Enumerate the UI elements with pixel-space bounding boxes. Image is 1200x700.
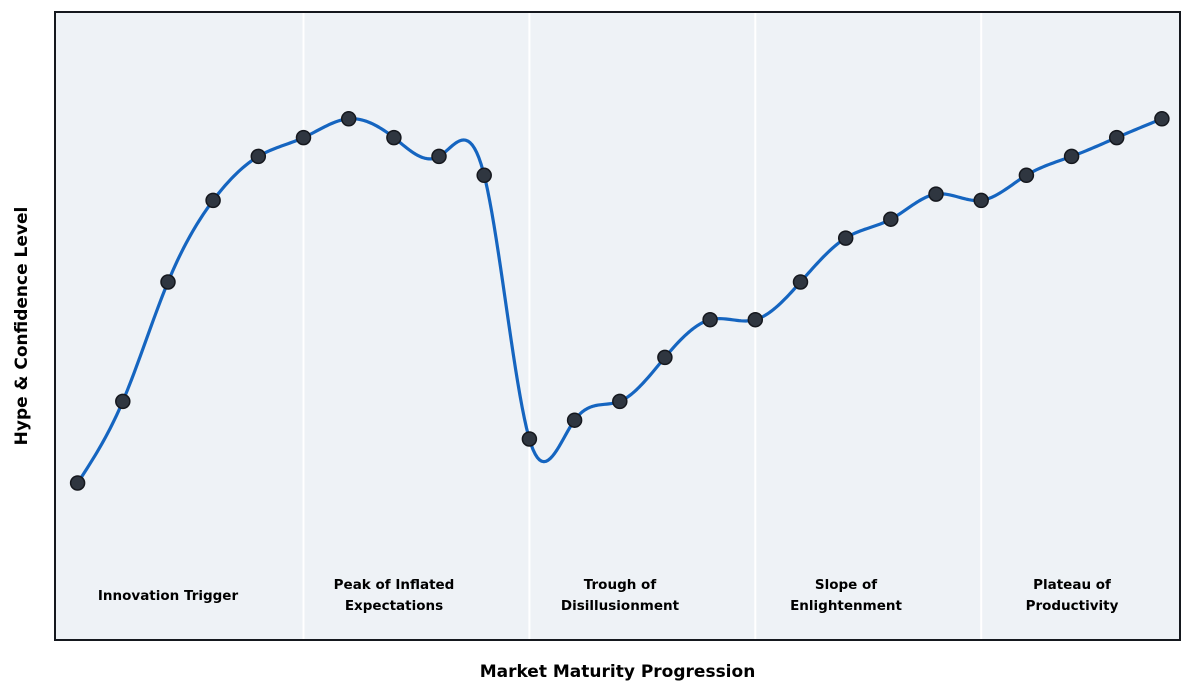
data-point-marker (69, 475, 86, 491)
phase-label-peak-of-inflated-expectations: Peak of Inflated Expectations (333, 577, 455, 614)
data-point-marker (1154, 111, 1170, 127)
data-point-marker (250, 148, 267, 165)
phase-label-innovation-trigger: Innovation Trigger (97, 587, 239, 604)
data-point-marker (837, 230, 854, 246)
data-point-marker (702, 311, 718, 328)
data-point-marker (476, 167, 492, 184)
phase-label-trough-of-disillusionment: Trough of Disillusionment (560, 577, 680, 614)
data-point-marker (521, 431, 538, 447)
data-point-marker (431, 148, 447, 165)
plot-area (55, 12, 1180, 640)
data-point-marker (115, 393, 131, 410)
data-point-marker (747, 311, 764, 328)
data-point-marker (973, 192, 989, 209)
plot-border (54, 11, 1181, 641)
data-point-marker (295, 129, 312, 146)
data-point-marker (928, 186, 944, 202)
phase-label-plateau-of-productivity: Plateau of Productivity (1025, 577, 1119, 614)
x-axis-label: Market Maturity Progression (479, 662, 756, 682)
data-point-marker (205, 192, 221, 209)
data-point-marker (1018, 167, 1035, 184)
data-point-marker (1108, 129, 1125, 146)
data-point-marker (160, 274, 176, 290)
phase-label-slope-of-enlightenment: Slope of Enlightenment (790, 577, 902, 614)
y-axis-label: Hype & Confidence Level (12, 206, 32, 446)
data-point-marker (566, 412, 583, 428)
data-point-marker (792, 274, 809, 290)
data-point-marker (340, 111, 357, 127)
data-point-marker (657, 349, 673, 366)
data-point-marker (883, 211, 899, 227)
data-point-marker (386, 129, 402, 146)
data-point-marker (1063, 148, 1080, 165)
data-point-marker (612, 393, 628, 410)
